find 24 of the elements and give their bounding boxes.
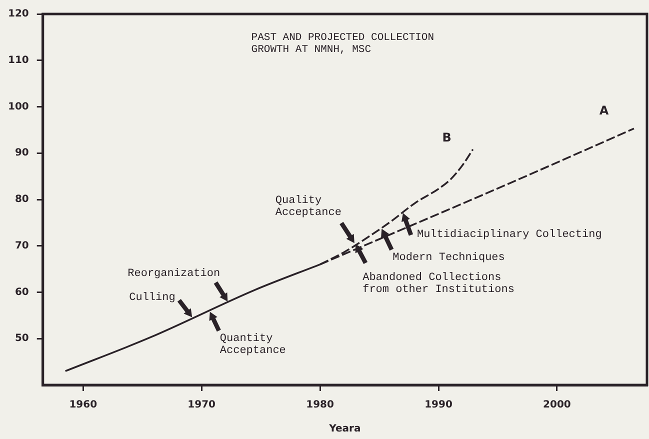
annotation: Reorganization: [128, 268, 220, 280]
y-tick-label: 100: [8, 101, 29, 112]
series-label: B: [442, 130, 452, 144]
y-tick-label: 50: [14, 333, 29, 344]
annotation: Modern Techniques: [392, 252, 505, 264]
y-tick-label: 60: [14, 286, 29, 298]
text: PAST AND PROJECTED COLLECTION GROWTH AT NMNH, MSC: [251, 32, 434, 56]
x-tick-label: 2000: [543, 400, 571, 411]
annotation: Quality Acceptance: [275, 195, 342, 220]
y-tick-label: 90: [14, 148, 29, 159]
y-tick-label: 80: [14, 194, 29, 206]
y-tick-label: 120: [8, 8, 29, 20]
annotation: Multidiaciplinary Collecting: [416, 228, 602, 241]
series-label: A: [599, 104, 610, 118]
x-axis-title: Yeara: [328, 424, 361, 435]
x-tick-label: 1980: [306, 400, 334, 411]
y-tick-label: 110: [8, 54, 29, 66]
annotation: Abandoned Collections from other Institutions: [362, 272, 514, 296]
annotation: Quantity Acceptance: [220, 332, 286, 357]
x-tick-label: 1970: [188, 400, 216, 411]
annotation: Culling: [129, 292, 176, 304]
y-tick-label: 70: [14, 240, 29, 252]
x-tick-label: 1960: [69, 400, 98, 411]
x-tick-label: 1990: [424, 400, 452, 411]
